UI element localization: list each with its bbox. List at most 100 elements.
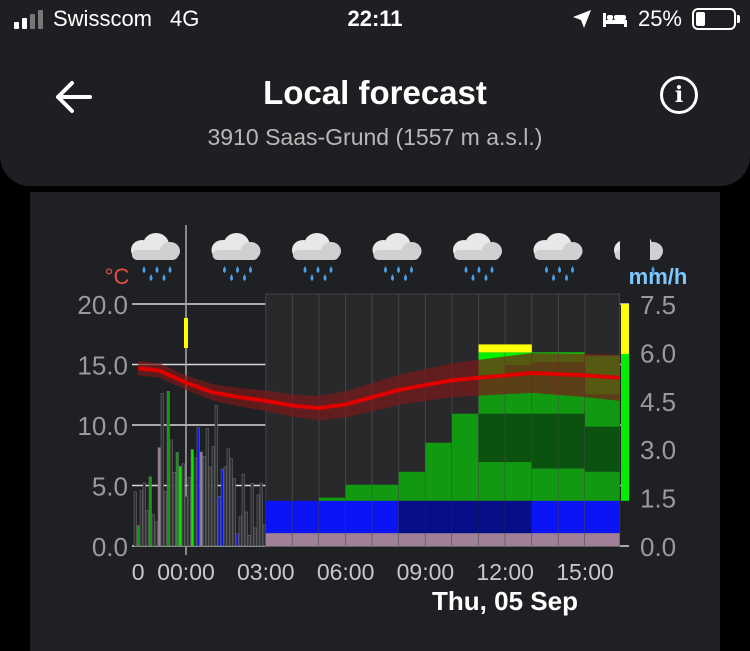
precip-band-blue — [345, 500, 373, 534]
precip-band-mauve — [319, 533, 346, 546]
precip-band-green — [372, 484, 399, 501]
ensemble-bar — [259, 482, 263, 547]
precip-band-blue — [265, 500, 293, 534]
temp-unit-label: °C — [105, 264, 130, 289]
precip-bars — [265, 293, 629, 547]
precip-band-blue — [585, 500, 620, 534]
ensemble-bar — [184, 496, 188, 547]
ensemble-bar — [238, 516, 242, 547]
precip-band-green — [345, 484, 373, 501]
precip-band-mauve — [372, 533, 399, 546]
arrow-left-icon[interactable] — [50, 74, 96, 120]
ensemble-bar — [262, 524, 266, 547]
location-arrow-icon — [572, 10, 591, 28]
rain-cloud-icon — [131, 233, 180, 281]
network-type: 4G — [170, 6, 200, 31]
ensemble-bar — [211, 446, 215, 547]
precip-band-navy — [452, 500, 479, 534]
x-tick-label: 00:00 — [157, 559, 215, 585]
precip-band-navy — [478, 500, 506, 534]
ensemble-bar — [247, 535, 251, 547]
ensemble-bar — [151, 514, 155, 547]
right-tick-label: 1.5 — [640, 484, 676, 514]
ensemble-bar — [157, 447, 161, 547]
ensemble-bar — [154, 521, 158, 547]
precip-band-green — [398, 471, 426, 501]
precip-edge-yellow — [621, 304, 629, 354]
precip-band-mauve — [425, 533, 452, 546]
date-label: Thu, 05 Sep — [432, 586, 578, 616]
precip-band-navy — [425, 500, 452, 534]
rain-cloud-icon — [211, 233, 261, 281]
left-tick-label: 0.0 — [92, 532, 128, 562]
header: Local forecast 3910 Saas-Grund (1557 m a… — [0, 44, 750, 186]
ensemble-bar — [226, 448, 230, 547]
ensemble-bar — [223, 466, 227, 547]
precip-band-mauve — [265, 533, 293, 546]
ensemble-bar — [217, 496, 221, 547]
ensemble-bar — [199, 451, 203, 547]
precip-band-mauve — [452, 533, 479, 546]
x-tick-label: 09:00 — [397, 559, 455, 585]
precip-band-navy — [398, 500, 426, 534]
left-tick-label: 20.0 — [77, 290, 128, 320]
ensemble-bar — [232, 478, 236, 547]
ensemble-bar — [235, 533, 239, 547]
battery-icon — [692, 8, 740, 30]
ensemble-bar — [256, 494, 260, 547]
precip-peak-yellow — [478, 344, 532, 353]
ensemble-bar — [187, 477, 191, 547]
status-right: 25% — [572, 6, 740, 32]
ensemble-bar — [229, 458, 233, 547]
info-icon[interactable]: i — [660, 76, 698, 114]
x-tick-label: 15:00 — [556, 559, 614, 585]
ensemble-bar — [133, 491, 137, 547]
precip-unit-label: mm/h — [629, 264, 688, 289]
left-axis-ticks: 20.0 15.0 10.0 5.0 0.0 — [77, 290, 128, 562]
rain-cloud-icon — [533, 233, 583, 281]
signal-icon — [14, 9, 43, 29]
precip-band-mauve — [345, 533, 373, 546]
precip-band-mauve — [505, 533, 532, 546]
left-tick-label: 5.0 — [92, 472, 128, 502]
ensemble-bar — [160, 393, 164, 547]
x-tick-label: 06:00 — [317, 559, 375, 585]
rain-cloud-icon — [372, 233, 422, 281]
status-bar: Swisscom 4G 22:11 25% — [0, 0, 750, 44]
weather-icons — [131, 225, 663, 295]
ensemble-bar — [208, 466, 212, 547]
precip-band-blue — [319, 500, 346, 534]
right-axis-ticks: 7.5 6.0 4.5 3.0 1.5 0.0 — [640, 290, 676, 562]
ensemble-bar — [250, 482, 254, 547]
precip-band-dark — [505, 413, 532, 463]
precip-band-blue — [558, 500, 585, 534]
temperature-line — [137, 366, 620, 411]
right-tick-label: 4.5 — [640, 387, 676, 417]
ensemble-bar — [190, 449, 194, 547]
left-tick-label: 10.0 — [77, 411, 128, 441]
ensemble-bar — [166, 391, 170, 547]
ensemble-bar — [148, 476, 152, 547]
ensemble-bar — [241, 473, 245, 547]
ensemble-bar — [163, 491, 167, 547]
x-tick-label: 03:00 — [237, 559, 295, 585]
ensemble-bar — [172, 472, 176, 547]
bed-icon — [602, 13, 627, 27]
ensemble-bar — [142, 482, 146, 547]
precip-band-mauve — [478, 533, 506, 546]
precip-band-dark — [478, 413, 506, 463]
precip-band-blue — [531, 500, 559, 534]
precip-edge-green — [621, 354, 629, 501]
precip-band-blue — [292, 500, 319, 534]
ensemble-bar — [178, 466, 182, 547]
right-tick-label: 7.5 — [640, 290, 676, 320]
ensemble-bar — [202, 456, 206, 547]
carrier-name: Swisscom — [53, 6, 153, 31]
precip-band-mauve — [398, 533, 426, 546]
precip-band-green — [319, 497, 346, 501]
precip-texture — [133, 318, 275, 547]
ensemble-bar — [136, 525, 140, 547]
temperature-band — [138, 353, 620, 421]
precip-band-dark — [558, 413, 585, 469]
